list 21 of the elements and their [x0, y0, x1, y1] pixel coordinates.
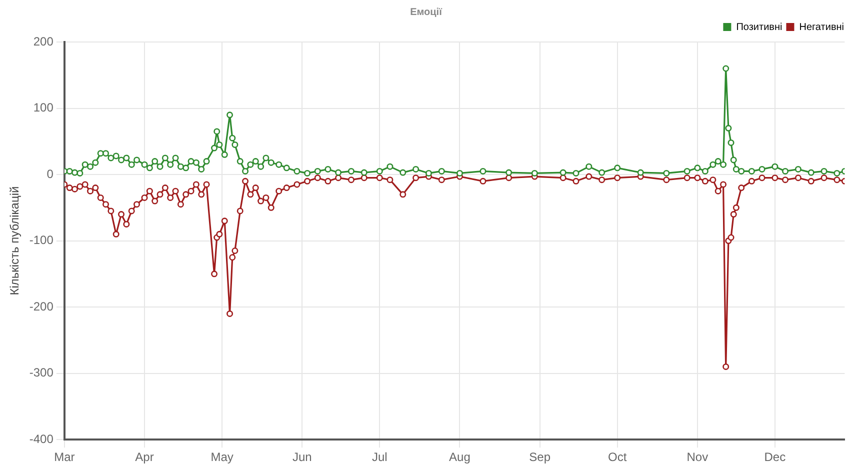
legend-label: Позитивні: [736, 22, 782, 33]
y-tick-label: 100: [33, 100, 54, 115]
y-tick-label: -200: [29, 299, 54, 314]
x-tick-label: Jun: [292, 450, 312, 464]
x-tick-label: May: [210, 450, 234, 464]
y-tick-label: -400: [29, 432, 54, 446]
y-tick-label: -100: [29, 233, 54, 248]
legend-label: Негативні: [799, 22, 844, 33]
chart-title: Емоції: [410, 6, 442, 18]
x-tick-label: Jul: [372, 450, 388, 464]
y-tick-label: 200: [33, 34, 54, 48]
x-tick-label: Oct: [608, 450, 628, 464]
x-tick-label: Sep: [529, 450, 551, 464]
x-tick-label: Mar: [54, 450, 75, 464]
x-tick-label: Aug: [449, 450, 470, 464]
x-tick-label: Nov: [686, 450, 708, 464]
y-tick-label: -300: [29, 366, 54, 380]
x-tick-label: Dec: [764, 450, 786, 464]
y-axis-title: Кількість публікацій: [8, 186, 22, 296]
x-tick-label: Apr: [135, 450, 154, 464]
y-tick-label: 0: [46, 166, 54, 181]
